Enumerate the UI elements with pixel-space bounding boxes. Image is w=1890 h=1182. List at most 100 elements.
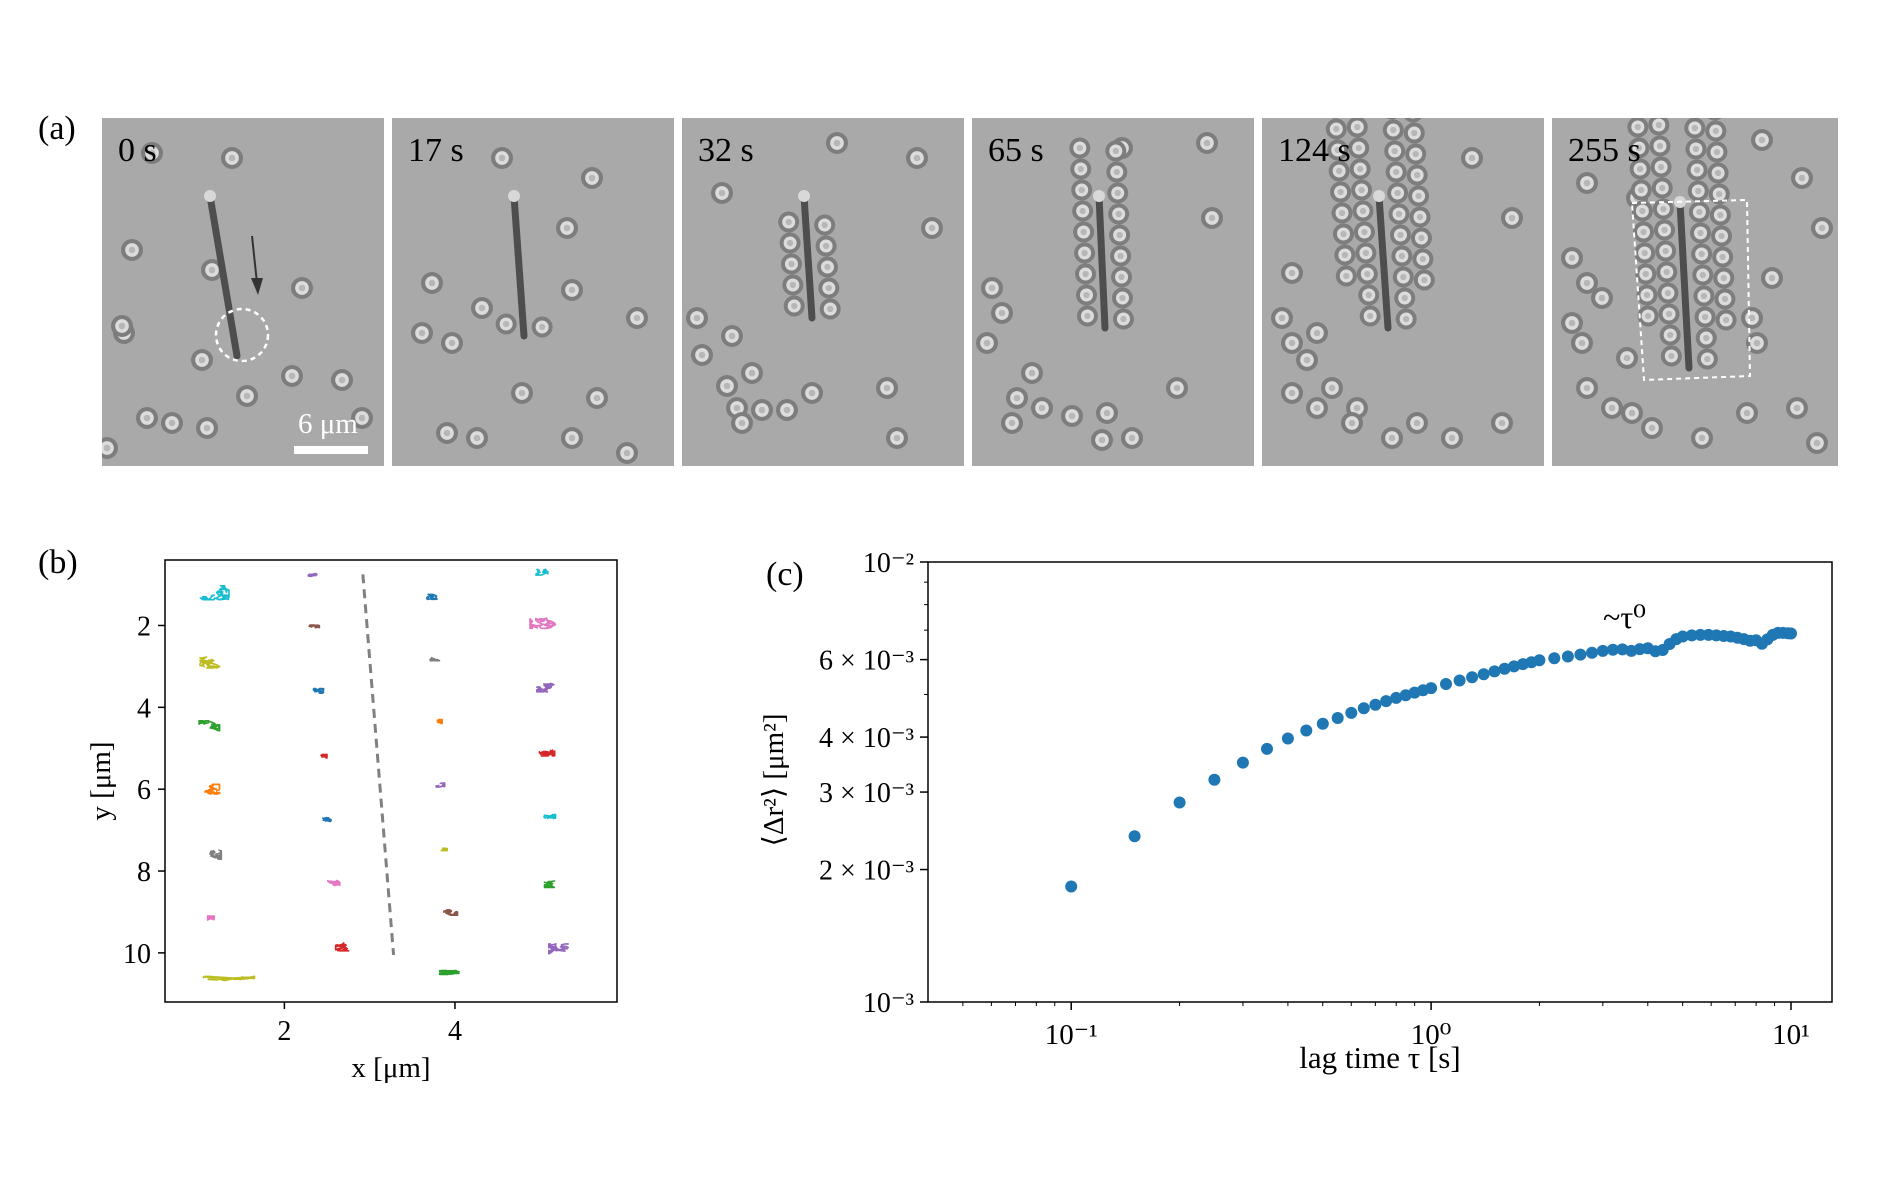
trajectory-cluster: [535, 682, 555, 693]
particle: [1576, 377, 1598, 399]
msd-point: [1508, 660, 1520, 673]
msd-point: [1548, 652, 1561, 665]
cluster-particle: [1072, 200, 1094, 222]
particle: [561, 427, 583, 449]
cluster-particle: [1069, 137, 1091, 159]
cluster-particle: [1650, 156, 1672, 178]
msd-point: [1380, 695, 1393, 708]
particle: [201, 259, 223, 281]
trajectory-cluster: [443, 908, 459, 917]
msd-point: [1331, 712, 1344, 724]
time-label-4: 65 s: [988, 132, 1044, 169]
microscopy-frame-3: 32 s: [682, 118, 964, 466]
msd-point: [1173, 796, 1186, 809]
trajectory-path: [199, 656, 221, 669]
x-tick-label: 10⁰: [1411, 1019, 1452, 1051]
cluster-particle: [1712, 246, 1734, 268]
trajectory-path: [529, 617, 557, 630]
msd-point: [1261, 742, 1273, 755]
msd-point: [1574, 648, 1587, 661]
trajectory-cluster: [429, 656, 441, 662]
cluster-particle: [1690, 222, 1712, 244]
particle: [1091, 429, 1113, 451]
cluster-particle: [531, 316, 553, 338]
trajectory-plot: 2 4 2 4 6 8 10 x [μm] y [μm]: [85, 559, 618, 1084]
time-label-3: 32 s: [698, 132, 754, 169]
trajectory-cluster: [202, 975, 256, 982]
particle: [281, 365, 303, 387]
particle: [886, 427, 908, 449]
trajectory-path: [198, 719, 221, 732]
particle: [1601, 397, 1623, 419]
particle: [581, 167, 603, 189]
cluster-particle: [1649, 135, 1671, 157]
frame-image-5: [1271, 118, 1523, 449]
particle: [221, 147, 243, 169]
msd-point: [1425, 682, 1438, 695]
particle: [1006, 387, 1028, 409]
cluster-particle: [1635, 263, 1657, 285]
msd-point: [1357, 702, 1370, 715]
msd-point: [1561, 650, 1574, 663]
cluster-particle: [1714, 288, 1736, 310]
particle: [511, 382, 533, 404]
rod-tip: [1093, 190, 1105, 202]
cluster-particle: [1356, 263, 1378, 285]
cluster-particle: [1348, 137, 1370, 159]
x-tick-label: 4: [448, 1016, 462, 1047]
y-tick-label: 6: [137, 775, 151, 806]
selection-box: [1630, 198, 1752, 382]
particle: [1406, 412, 1428, 434]
y-tick-label: 2 × 10⁻³: [819, 856, 914, 887]
particle: [616, 442, 638, 464]
msd-point: [1390, 691, 1403, 704]
trajectory-path: [321, 816, 333, 823]
c-y-axis-label: ⟨Δr²⟩ [μm²]: [758, 714, 790, 847]
trajectory-cluster: [209, 849, 223, 861]
cluster-particle: [1629, 158, 1651, 180]
cluster-particle: [1352, 200, 1374, 222]
x-tick-label: 10⁻¹: [1045, 1019, 1098, 1051]
microscopy-frame-4: 65 s: [972, 118, 1254, 466]
cluster-particle: [1331, 118, 1339, 119]
c-annotation: ~τ⁰: [1603, 599, 1646, 635]
cluster-particle: [495, 313, 517, 335]
particle: [751, 399, 773, 421]
cluster-particle: [1331, 202, 1353, 224]
cluster-particle: [1654, 219, 1676, 241]
msd-point: [1685, 629, 1698, 642]
cluster-particle: [1105, 140, 1127, 162]
cluster-particle: [1687, 180, 1709, 202]
msd-point: [1440, 678, 1452, 690]
cluster-particle: [1695, 327, 1717, 349]
trajectory-path: [538, 749, 556, 757]
trajectory-path: [438, 969, 460, 976]
cluster-particle: [782, 274, 804, 296]
cluster-particle: [1355, 242, 1377, 264]
particle: [471, 297, 493, 319]
cluster-particle: [815, 235, 837, 257]
cluster-particle: [1691, 243, 1713, 265]
trajectory-path: [435, 782, 446, 788]
msd-point: [1477, 668, 1490, 681]
particle: [876, 377, 898, 399]
cluster-particle: [1651, 177, 1673, 199]
trajectory-cluster: [206, 915, 216, 921]
cluster-particle: [1112, 287, 1133, 309]
trajectory-cluster: [320, 753, 328, 759]
msd-point: [1065, 880, 1078, 893]
cluster-particle: [1335, 265, 1357, 287]
particle: [1271, 307, 1293, 329]
trajectory-cluster: [543, 880, 556, 889]
particle: [1196, 132, 1218, 154]
trajectory-path: [334, 942, 350, 952]
particle: [1576, 272, 1598, 294]
cluster-particle: [1351, 179, 1373, 201]
cluster-particle: [1382, 119, 1404, 141]
msd-point: [1300, 724, 1313, 737]
cluster-particle: [1707, 118, 1722, 121]
particle: [1306, 322, 1328, 344]
trajectory-path: [202, 975, 256, 982]
trajectory-cluster: [435, 782, 446, 788]
cluster-particle: [1405, 143, 1427, 165]
